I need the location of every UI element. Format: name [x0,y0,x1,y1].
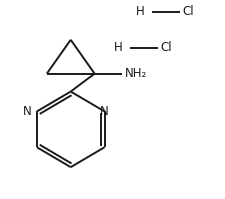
Text: Cl: Cl [182,5,194,19]
Text: Cl: Cl [160,41,172,54]
Text: H: H [136,5,145,19]
Text: N: N [22,105,31,118]
Text: NH₂: NH₂ [124,67,147,80]
Text: N: N [100,105,109,118]
Text: H: H [114,41,123,54]
